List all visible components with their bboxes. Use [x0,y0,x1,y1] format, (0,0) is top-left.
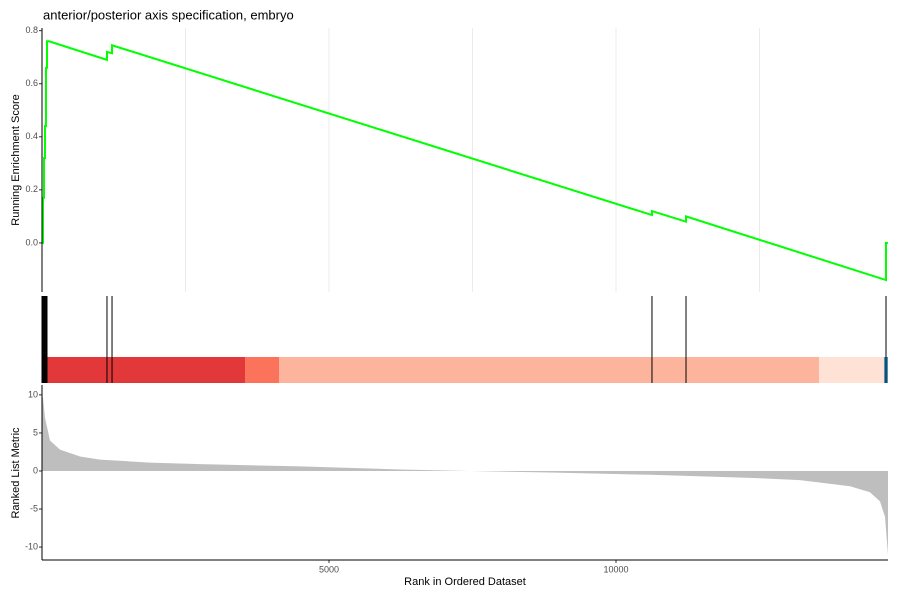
y-axis-title: Running Enrichment Score [10,94,22,225]
color-band [245,357,279,383]
y-axis-title: Ranked List Metric [10,427,22,519]
color-band [819,357,884,383]
y-tick-label: 5 [33,427,38,437]
y-tick-label: 0.6 [25,78,38,88]
chart-title: anterior/posterior axis specification, e… [43,7,294,22]
color-band [42,357,246,383]
x-tick-label: 10000 [603,564,628,574]
y-tick-label: -10 [25,541,38,551]
score-line [41,40,888,282]
y-tick-label: -5 [30,503,38,513]
x-axis-title: Rank in Ordered Dataset [404,576,526,588]
y-tick-label: 0.0 [25,237,38,247]
y-tick-label: 0.2 [25,184,38,194]
y-tick-label: 0 [33,465,38,475]
y-tick-label: 0.8 [25,25,38,35]
color-band [278,357,820,383]
metric-area [42,394,888,555]
x-tick-label: 5000 [319,564,339,574]
y-tick-label: 0.4 [25,131,38,141]
y-tick-label: 10 [28,389,38,399]
